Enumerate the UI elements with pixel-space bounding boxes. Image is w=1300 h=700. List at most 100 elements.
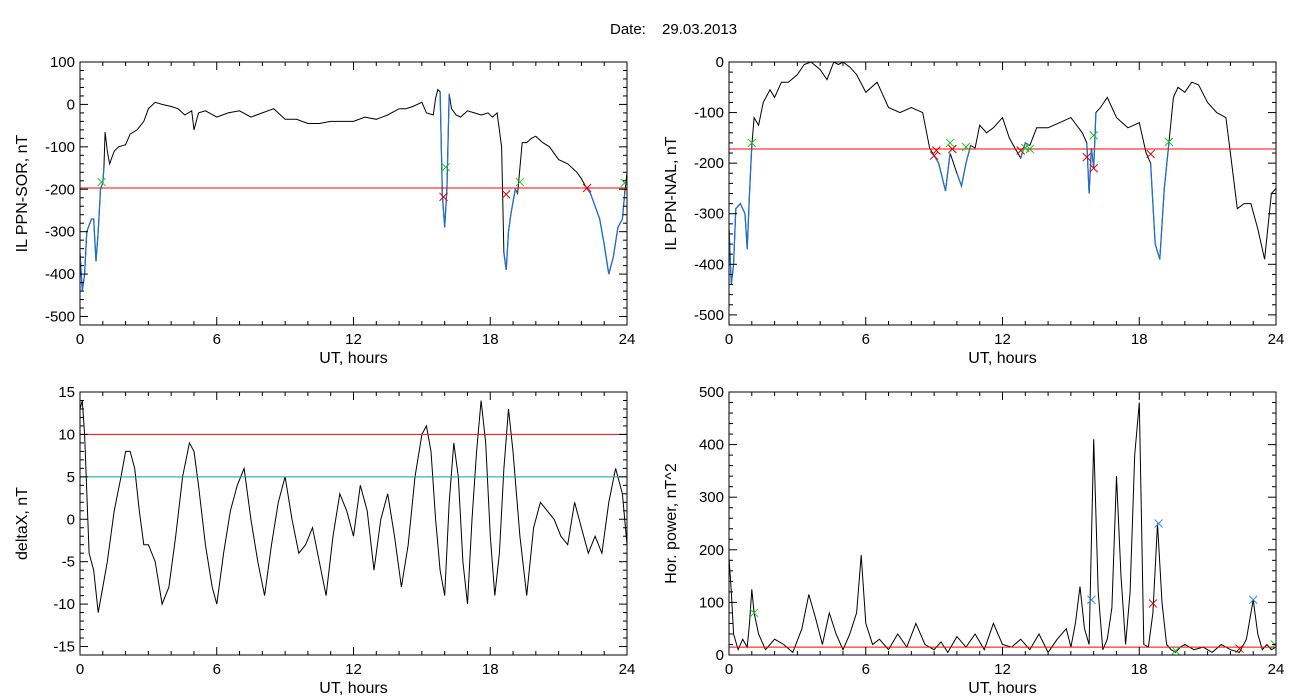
plot-area [729,402,1276,655]
x-tick-label: 12 [345,661,362,678]
y-tick-label: 100 [699,594,724,611]
x-marker-stroke [945,138,955,148]
x-marker-stroke [1087,595,1096,605]
x-marker [501,189,511,199]
y-tick-label: 300 [699,489,724,506]
x-marker [1089,163,1099,173]
date-label: Date: [610,21,646,38]
x-marker-stroke [961,142,971,152]
y-axis-title: deltaX, nT [14,487,31,560]
x-marker [1248,595,1258,605]
x-marker-stroke [1171,646,1181,655]
y-tick-label: -300 [694,206,724,223]
y-tick-label: -15 [53,639,75,656]
x-tick-label: 6 [862,331,870,348]
x-marker-stroke [747,138,757,148]
x-marker [620,178,627,188]
x-marker [1164,137,1174,147]
x-axis-title: UT, hours [319,680,387,697]
x-marker-stroke [1016,146,1026,155]
y-tick-label: -10 [53,596,75,613]
x-marker [929,151,939,160]
panel-il-ppn-sor: 0 6 12 18 24 100 0 -100 -200 -300 -400 -500 UT, hour… [14,54,635,367]
x-tick-label: 24 [619,661,636,678]
y-tick-label: 0 [67,96,75,113]
y-tick-label: 100 [50,54,75,71]
x-tick-label: 24 [1268,331,1285,348]
y-tick-label: 10 [58,426,75,443]
y-tick-label: -400 [694,256,724,273]
x-marker-stroke [1164,137,1174,147]
x-marker [945,138,955,148]
panel-il-ppn-nal: 0 6 12 18 24 0 -100 -200 -300 -400 -500 UT, hours IL… [663,54,1284,367]
y-tick-label: 0 [67,511,75,528]
series-line [729,62,1276,285]
x-marker [515,177,525,187]
highlight-segment [729,145,753,285]
plot-area [80,400,627,613]
y-tick-label: 0 [716,54,724,71]
x-marker-stroke [929,151,939,160]
x-tick-label: 18 [482,331,499,348]
x-marker [439,192,448,202]
y-tick-label: -300 [45,224,75,241]
x-marker-stroke [932,146,941,155]
date-value: 29.03.2013 [662,21,737,38]
x-tick-label: 0 [725,661,733,678]
x-marker-stroke [1148,599,1158,608]
x-tick-label: 12 [994,331,1011,348]
y-tick-label: -400 [45,266,75,283]
y-tick-label: 500 [699,384,724,401]
x-tick-label: 18 [1131,661,1148,678]
y-tick-label: -5 [62,554,75,571]
x-marker [1146,149,1155,159]
x-marker [932,146,941,155]
x-marker [1025,144,1035,154]
plot-frame [728,61,1277,326]
y-tick-label: -100 [694,105,724,122]
x-marker [1089,130,1099,140]
x-marker-stroke [501,189,511,199]
y-tick-label: -500 [694,307,724,324]
y-tick-label: 400 [699,437,724,454]
x-tick-label: 6 [213,331,221,348]
series-line [80,400,627,613]
panel-hor-power: 0 6 12 18 24 500 400 300 200 100 0 UT, hours Hor. po… [663,384,1284,697]
x-tick-label: 24 [619,331,636,348]
x-tick-label: 18 [482,661,499,678]
x-marker [1148,599,1158,608]
x-marker [1154,519,1163,528]
x-marker-stroke [1146,149,1155,159]
y-axis-title: IL PPN-SOR, nT [14,134,31,252]
highlight-segment [439,91,450,228]
x-marker-stroke [620,179,627,188]
highlight-segment [1086,112,1097,194]
highlight-segment [956,145,972,189]
series-line [80,88,627,292]
x-marker-stroke [582,183,592,193]
plot-frame [79,61,628,326]
y-tick-label: -100 [45,139,75,156]
x-marker-stroke [1248,595,1258,605]
y-tick-label: 5 [67,469,75,486]
highlight-segment [585,186,626,275]
x-tick-label: 12 [994,661,1011,678]
x-marker-stroke [749,608,759,618]
x-marker-stroke [1020,143,1030,153]
x-tick-label: 0 [725,331,733,348]
x-marker [961,142,971,152]
x-marker [97,177,107,187]
x-axis-title: UT, hours [968,350,1036,367]
plot-frame [728,391,1277,656]
x-tick-label: 6 [213,661,221,678]
x-marker [1016,146,1026,155]
plot-frame [79,391,628,656]
x-marker [1082,152,1092,162]
x-axis-title: UT, hours [319,350,387,367]
x-marker-stroke [1089,130,1099,140]
panel-deltax: 0 6 12 18 24 15 10 5 0 -5 -10 -15 UT, hours deltaX, n… [14,384,635,697]
y-axis-title: IL PPN-NAL, nT [663,136,680,250]
highlight-segment [80,167,105,292]
highlight-segment [933,152,951,192]
